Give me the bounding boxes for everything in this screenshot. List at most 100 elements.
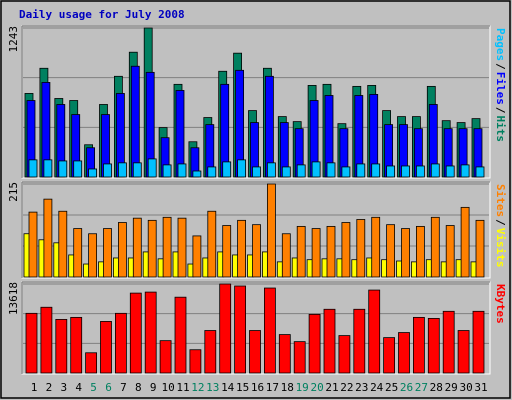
bar xyxy=(234,285,247,374)
legend-entry: Files xyxy=(494,72,507,105)
x-tick-label: 7 xyxy=(120,381,127,394)
bar xyxy=(73,228,83,278)
bar xyxy=(412,316,425,374)
x-tick-label: 24 xyxy=(370,381,384,394)
bar xyxy=(85,352,97,374)
bar xyxy=(207,210,217,278)
x-tick-label: 4 xyxy=(75,381,82,394)
bar xyxy=(28,159,38,178)
x-tick-label: 13 xyxy=(206,381,219,394)
x-tick-label: 15 xyxy=(236,381,249,394)
bar xyxy=(252,166,261,178)
bar xyxy=(281,233,291,278)
bar xyxy=(401,228,410,278)
bar xyxy=(252,224,261,278)
x-tick-label: 5 xyxy=(90,381,97,394)
x-tick-label: 16 xyxy=(251,381,264,394)
bar xyxy=(460,206,470,278)
bar xyxy=(386,165,396,178)
bar xyxy=(475,219,485,278)
bar xyxy=(401,165,410,178)
bar xyxy=(58,160,68,178)
bar xyxy=(192,170,202,178)
x-tick-label: 17 xyxy=(266,381,279,394)
bar xyxy=(189,349,202,374)
bar xyxy=(204,330,217,374)
bar xyxy=(132,217,142,278)
bar xyxy=(293,341,306,374)
bar xyxy=(70,316,83,374)
bar xyxy=(43,159,53,178)
bar xyxy=(323,308,336,374)
bar xyxy=(55,319,68,374)
bar xyxy=(162,164,172,178)
bar xyxy=(177,163,187,178)
x-tick-label: 18 xyxy=(281,381,294,394)
bar xyxy=(311,228,321,278)
bar xyxy=(88,233,97,278)
bar xyxy=(100,321,112,374)
x-tick-label: 9 xyxy=(150,381,157,394)
bar xyxy=(118,162,127,178)
bar xyxy=(311,161,321,178)
x-tick-label: 11 xyxy=(176,381,189,394)
bar xyxy=(25,312,38,374)
bar xyxy=(353,308,366,374)
x-tick-label: 10 xyxy=(161,381,174,394)
x-tick-label: 21 xyxy=(325,381,338,394)
bar xyxy=(371,216,381,278)
bar xyxy=(144,291,157,374)
bar xyxy=(368,289,381,374)
legend-entry: Hits xyxy=(494,116,507,143)
x-tick-label: 20 xyxy=(310,381,323,394)
x-tick-label: 6 xyxy=(105,381,112,394)
bar xyxy=(162,216,172,278)
y-tick-label: 1243 xyxy=(7,26,20,53)
legend-entry: KBytes xyxy=(494,284,507,324)
x-tick-label: 3 xyxy=(60,381,67,394)
x-tick-label: 12 xyxy=(191,381,204,394)
bar xyxy=(147,219,157,278)
bar xyxy=(129,292,142,374)
bar xyxy=(43,198,53,278)
bar xyxy=(147,158,157,178)
bar xyxy=(460,164,470,178)
x-tick-label: 8 xyxy=(135,381,142,394)
bar xyxy=(159,340,172,374)
bar xyxy=(264,75,274,178)
bar xyxy=(103,228,112,278)
x-tick-label: 31 xyxy=(474,381,487,394)
legend-entry: Pages xyxy=(494,28,507,61)
bar xyxy=(442,310,455,374)
legend-entry: Sites xyxy=(494,184,507,217)
bar xyxy=(415,165,425,178)
bar xyxy=(308,313,321,374)
bar xyxy=(341,166,351,178)
bar xyxy=(73,160,83,178)
bar xyxy=(40,306,53,374)
bar xyxy=(430,163,440,178)
bar xyxy=(472,310,485,374)
bar xyxy=(266,162,276,178)
bar xyxy=(296,225,306,278)
bar xyxy=(103,163,112,178)
bar xyxy=(263,287,276,374)
bar xyxy=(326,225,336,278)
bar xyxy=(338,335,351,374)
bar xyxy=(430,216,440,278)
bar xyxy=(278,334,291,374)
bar xyxy=(115,312,127,374)
bar xyxy=(222,161,232,178)
x-tick-label: 22 xyxy=(340,381,353,394)
legend: KBytes xyxy=(494,284,507,324)
bar xyxy=(457,330,470,374)
y-tick-label: 215 xyxy=(7,182,20,202)
bar xyxy=(222,225,232,278)
bar xyxy=(356,163,366,178)
x-tick-label: 28 xyxy=(430,381,443,394)
bar xyxy=(118,222,127,278)
bar xyxy=(398,332,410,374)
bar xyxy=(237,219,247,278)
bar xyxy=(88,168,97,178)
